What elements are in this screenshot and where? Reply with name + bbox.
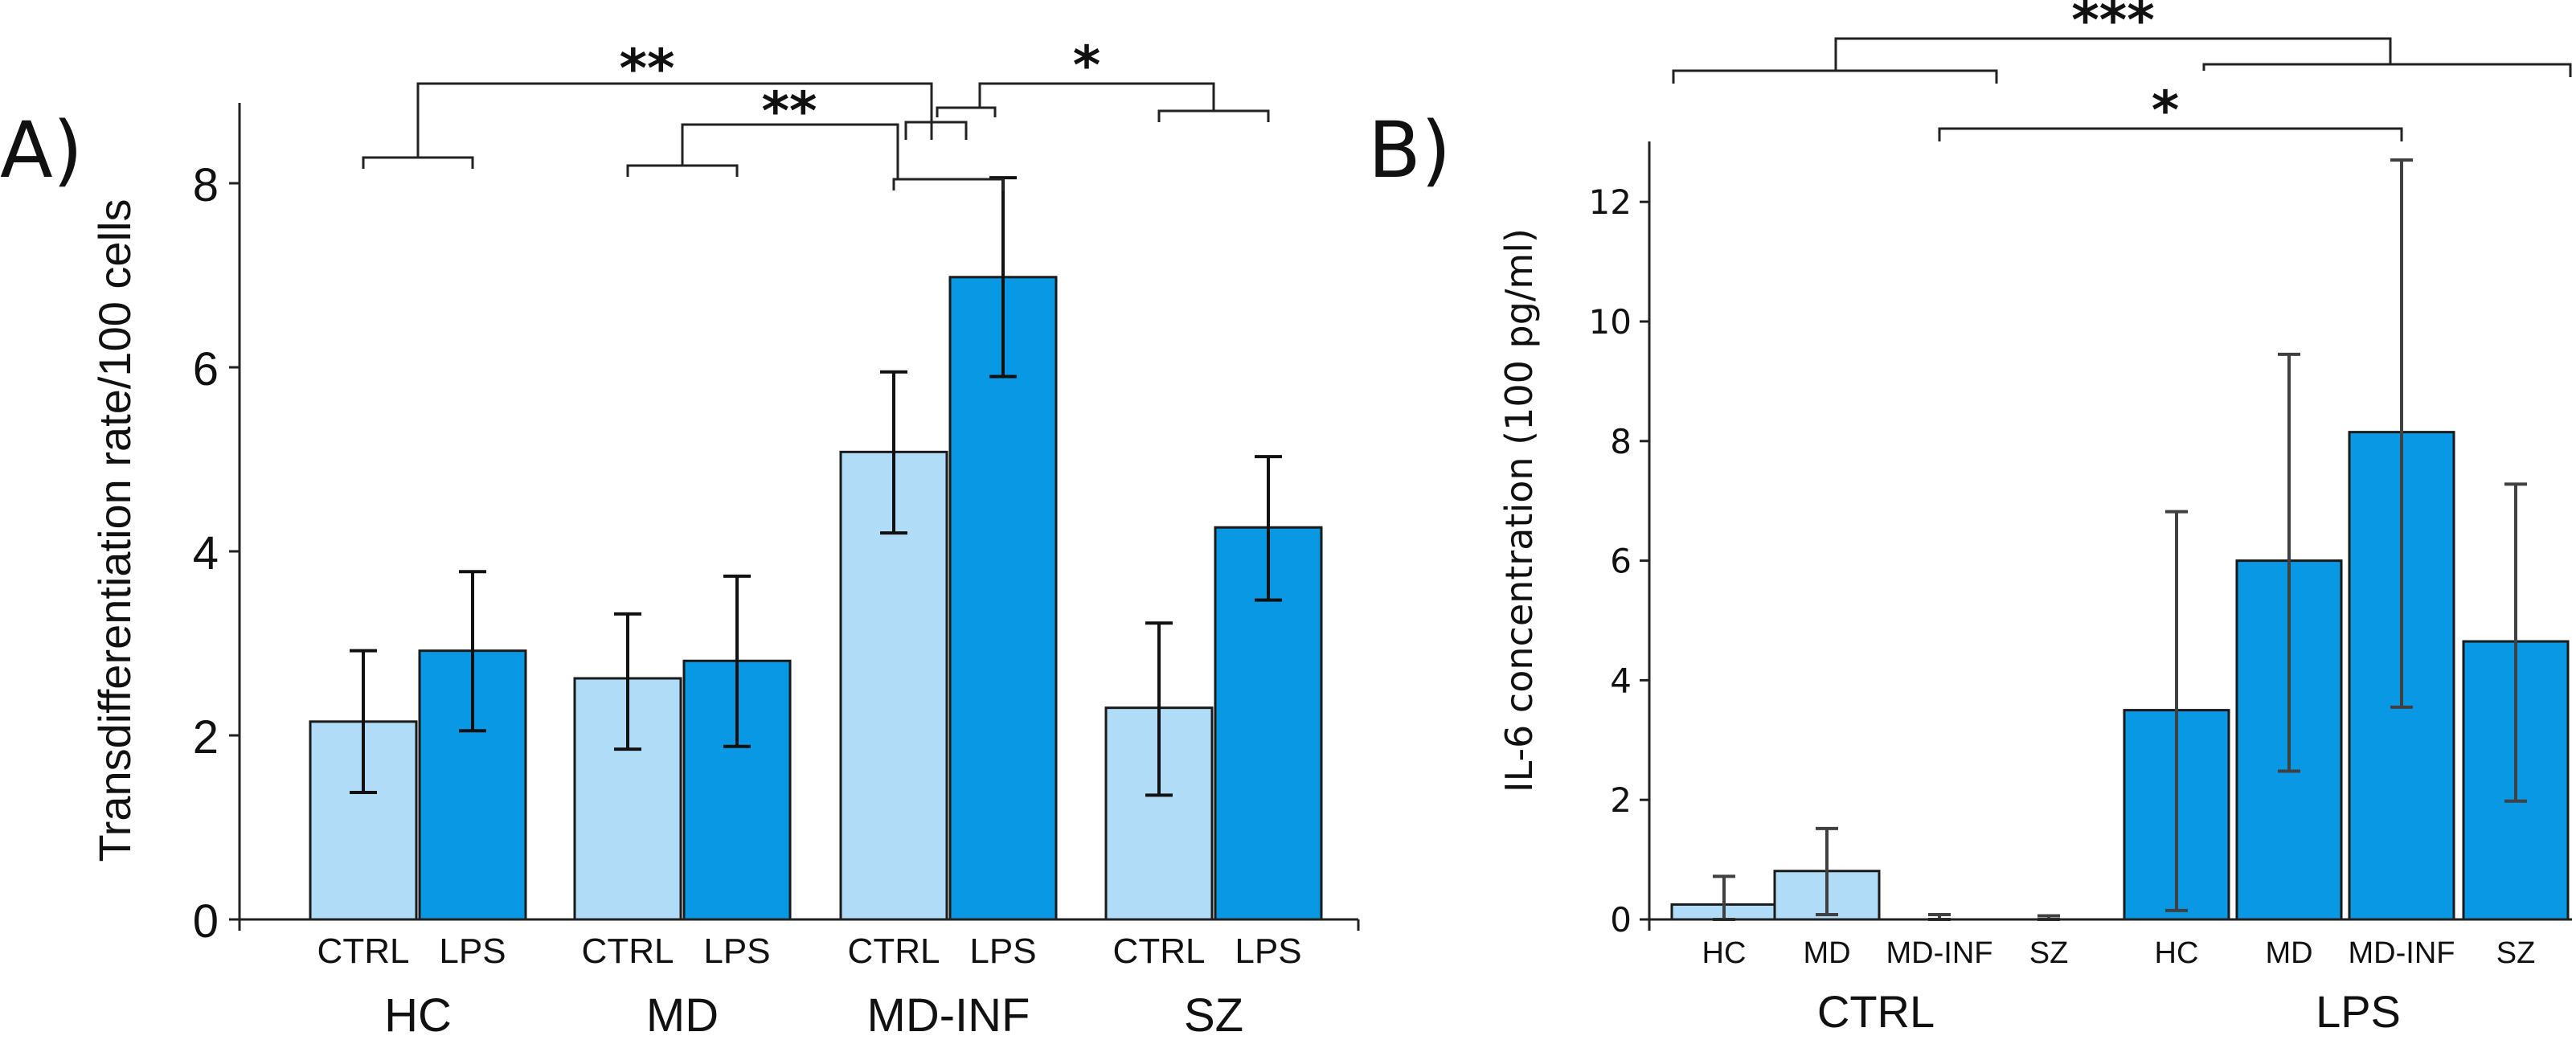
significance-label: * [2152,80,2180,141]
y-tick-label: 4 [193,527,219,579]
bar-label: LPS [1235,931,1301,971]
panel-a-bars [309,276,1323,921]
group-label-sz: SZ [1184,989,1243,1040]
category-label: HC [1702,936,1747,970]
panel-a-axes: CTRL LPS HC CTRL LPS MD CTRL LPS MD-INF CTRL LPS SZ… [193,103,1360,1040]
sub-bracket [936,106,997,117]
significance-bracket-mdinf-sz [978,82,1215,111]
y-tick-label: 0 [193,895,219,948]
pair-bracket [1157,109,1270,122]
bar-label: CTRL [317,931,410,971]
bar-label: LPS [703,931,770,971]
panel-b: B) IL-6 concentration (100 pg/ml) HC MD MD… [1368,0,2572,1037]
pair-bracket [362,156,474,169]
significance-label: * [1073,35,1101,96]
panel-a-ylabel: Transdifferentiation rate/100 cells [89,199,140,862]
bar-label: LPS [969,931,1036,971]
group-label-md: MD [646,989,719,1040]
bar-label: CTRL [582,931,674,971]
significance-label: ** [761,80,817,142]
panel-b-axes: HC MD MD-INF SZ HC MD MD-INF SZ CTRL LPS 0 2 4 6 8 10 12 [1589,141,2572,1037]
panel-a-significance: ***** [362,35,1270,190]
y-tick-label: 6 [193,343,219,395]
group-label-ctrl: CTRL [1817,986,1935,1037]
panel-b-significance: **** [1672,0,2572,141]
significance-bracket-hc-mdinf [416,82,933,158]
bar-label: LPS [439,931,506,971]
category-label: HC [2155,936,2199,970]
significance-bracket-mdinf [1938,127,2403,141]
pair-bracket [892,178,1005,190]
y-tick-label: 8 [193,159,219,211]
panel-a-error-bars [350,176,1282,797]
y-tick-label: 4 [1610,661,1632,700]
bar-label: CTRL [1113,931,1206,971]
y-tick-label: 2 [193,711,219,764]
bar-md-inf-lps [948,276,1058,921]
panel-b-label: B) [1368,105,1451,195]
significance-bracket-md-mdinf [681,123,899,179]
y-tick-label: 2 [1610,780,1632,820]
y-tick-label: 8 [1610,422,1632,461]
y-tick-label: 0 [1610,900,1632,940]
bracket-ctrl-group [1672,69,1998,84]
panel-a: A) Transdifferentiation rate/100 cells C… [0,35,1360,1040]
significance-bracket-ctrl-lps [1834,37,2392,71]
group-label-hc: HC [384,989,452,1040]
category-label: SZ [2029,936,2069,970]
y-tick-label: 6 [1610,542,1632,581]
bracket-lps-group [2202,63,2572,77]
group-label-md-inf: MD-INF [867,989,1030,1040]
significance-label: ** [619,38,674,100]
significance-label: *** [2071,0,2155,51]
y-tick-label: 10 [1589,302,1632,342]
category-label: MD-INF [1886,936,1993,970]
category-label: MD [2265,936,2312,970]
category-label: MD [1803,936,1850,970]
category-label: MD-INF [2349,936,2455,970]
y-tick-label: 12 [1589,182,1632,222]
panel-b-ylabel: IL-6 concentration (100 pg/ml) [1497,228,1541,792]
group-label-lps: LPS [2316,986,2401,1037]
category-label: SZ [2496,936,2536,970]
pair-bracket [626,164,739,177]
panel-b-bars [1670,431,2570,921]
panel-a-label: A) [0,105,83,195]
bar-label: CTRL [848,931,940,971]
sub-bracket [904,121,968,140]
